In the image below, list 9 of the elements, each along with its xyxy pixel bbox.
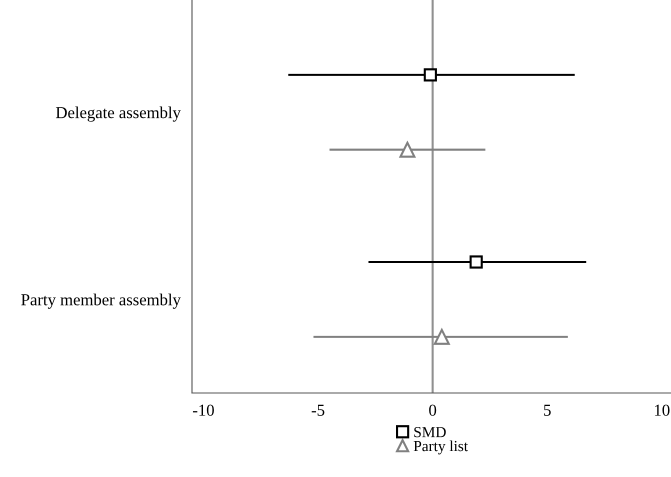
- x-tick-label: 10: [654, 404, 670, 416]
- legend-label: SMD: [414, 426, 446, 438]
- y-tick-label: Party member assembly: [21, 294, 181, 309]
- y-tick-label: Delegate assembly: [56, 106, 181, 122]
- legend-label: Party list: [414, 440, 468, 454]
- x-tick-label: 5: [544, 404, 551, 416]
- x-tick-label: -10: [192, 404, 214, 416]
- x-tick-label: 0: [429, 404, 436, 416]
- x-tick-label: -5: [312, 404, 324, 416]
